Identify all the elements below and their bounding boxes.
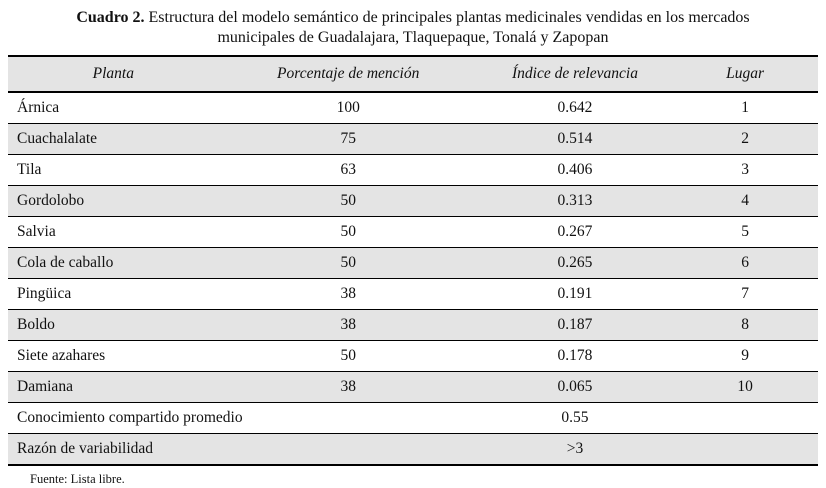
plant-name-cell: Salvia bbox=[17, 223, 56, 240]
plant-name-cell: Gordolobo bbox=[17, 192, 85, 209]
empty-cell bbox=[672, 403, 818, 434]
relevance-index-cell: 0.514 bbox=[557, 130, 593, 147]
rank-cell: 10 bbox=[737, 378, 753, 395]
rank-cell: 1 bbox=[741, 99, 749, 116]
summary-row-shared-knowledge: Conocimiento compartido promedio 0.55 bbox=[8, 402, 818, 434]
table-row: Cuachalalate 75 0.514 2 bbox=[8, 123, 818, 155]
relevance-index-cell: 0.187 bbox=[557, 316, 593, 333]
caption-text-line-1: Estructura del modelo semántico de princ… bbox=[148, 9, 750, 26]
plant-name-cell: Boldo bbox=[17, 316, 55, 333]
caption-line-1: Cuadro 2. Estructura del modelo semántic… bbox=[40, 8, 786, 28]
table-row: Árnica 100 0.642 1 bbox=[8, 92, 818, 124]
summary-row-variability-ratio: Razón de variabilidad >3 bbox=[8, 433, 818, 466]
relevance-index-cell: 0.178 bbox=[557, 347, 593, 364]
col-header-porcentaje: Porcentaje de mención bbox=[277, 65, 420, 82]
summary-value-cell: 0.55 bbox=[561, 409, 589, 426]
source-note: Fuente: Lista libre. bbox=[30, 472, 125, 486]
relevance-index-cell: 0.265 bbox=[557, 254, 593, 271]
rank-cell: 3 bbox=[741, 161, 749, 178]
mention-pct-cell: 50 bbox=[340, 223, 356, 240]
mention-pct-cell: 75 bbox=[340, 130, 356, 147]
medicinal-plants-table: Planta Porcentaje de mención Índice de r… bbox=[8, 55, 818, 466]
rank-cell: 9 bbox=[741, 347, 749, 364]
table-caption: Cuadro 2. Estructura del modelo semántic… bbox=[40, 0, 786, 48]
plant-name-cell: Siete azahares bbox=[17, 347, 106, 364]
table-row: Siete azahares 50 0.178 9 bbox=[8, 340, 818, 372]
relevance-index-cell: 0.065 bbox=[557, 378, 593, 395]
rank-cell: 7 bbox=[741, 285, 749, 302]
col-header-indice: Índice de relevancia bbox=[512, 65, 638, 82]
caption-label: Cuadro 2. bbox=[76, 9, 145, 26]
mention-pct-cell: 38 bbox=[340, 285, 356, 302]
plant-name-cell: Cola de caballo bbox=[17, 254, 114, 271]
summary-value-cell: >3 bbox=[566, 440, 584, 457]
table-row: Damiana 38 0.065 10 bbox=[8, 371, 818, 403]
relevance-index-cell: 0.267 bbox=[557, 223, 593, 240]
table-row: Gordolobo 50 0.313 4 bbox=[8, 185, 818, 217]
plant-name-cell: Damiana bbox=[17, 378, 73, 395]
mention-pct-cell: 50 bbox=[340, 254, 356, 271]
relevance-index-cell: 0.406 bbox=[557, 161, 593, 178]
summary-label-cell: Razón de variabilidad bbox=[17, 440, 154, 457]
mention-pct-cell: 50 bbox=[340, 347, 356, 364]
plant-name-cell: Árnica bbox=[17, 99, 60, 116]
table-row: Tila 63 0.406 3 bbox=[8, 154, 818, 186]
relevance-index-cell: 0.313 bbox=[557, 192, 593, 209]
col-header-lugar: Lugar bbox=[726, 65, 765, 82]
plant-name-cell: Tila bbox=[17, 161, 42, 178]
plant-name-cell: Cuachalalate bbox=[17, 130, 98, 147]
rank-cell: 4 bbox=[741, 192, 749, 209]
mention-pct-cell: 100 bbox=[336, 99, 360, 116]
summary-label-cell: Conocimiento compartido promedio bbox=[17, 409, 243, 426]
rank-cell: 8 bbox=[741, 316, 749, 333]
mention-pct-cell: 38 bbox=[340, 316, 356, 333]
empty-cell bbox=[672, 434, 818, 466]
rank-cell: 2 bbox=[741, 130, 749, 147]
plant-name-cell: Pingüica bbox=[17, 285, 72, 302]
mention-pct-cell: 50 bbox=[340, 192, 356, 209]
table-row: Salvia 50 0.267 5 bbox=[8, 216, 818, 248]
header-row: Planta Porcentaje de mención Índice de r… bbox=[8, 56, 818, 92]
table-row: Boldo 38 0.187 8 bbox=[8, 309, 818, 341]
caption-text-line-2: municipales de Guadalajara, Tlaquepaque,… bbox=[217, 29, 609, 46]
mention-pct-cell: 63 bbox=[340, 161, 356, 178]
rank-cell: 6 bbox=[741, 254, 749, 271]
rank-cell: 5 bbox=[741, 223, 749, 240]
table-row: Cola de caballo 50 0.265 6 bbox=[8, 247, 818, 279]
mention-pct-cell: 38 bbox=[340, 378, 356, 395]
relevance-index-cell: 0.191 bbox=[557, 285, 593, 302]
table-row: Pingüica 38 0.191 7 bbox=[8, 278, 818, 310]
col-header-planta: Planta bbox=[92, 65, 134, 82]
relevance-index-cell: 0.642 bbox=[557, 99, 593, 116]
